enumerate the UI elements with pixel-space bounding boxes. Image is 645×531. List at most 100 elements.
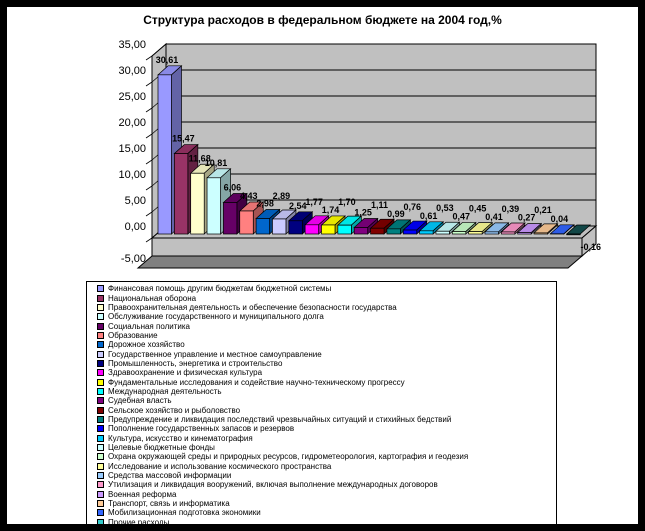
bar-series-19: 0,47 <box>451 212 477 235</box>
bar-top-face <box>467 222 494 233</box>
legend-swatch-icon <box>97 294 104 302</box>
legend-swatch-icon <box>97 303 104 311</box>
legend-label: Целевые бюджетные фонды <box>108 443 215 453</box>
legend-item: Финансовая помощь другим бюджетам бюджет… <box>97 284 554 293</box>
bar-side-face <box>498 222 509 235</box>
bar-side-face <box>530 222 542 235</box>
legend-swatch-icon <box>97 331 104 339</box>
bar-value-label: 1,74 <box>322 205 340 215</box>
legend-item: Дорожное хозяйство <box>97 340 554 349</box>
axis-tick <box>145 185 153 191</box>
legend-swatch-icon <box>97 509 104 517</box>
legend-item: Предупреждение и ликвидация последствий … <box>97 415 554 424</box>
legend-label: Транспорт, связь и информатика <box>108 499 230 509</box>
bar-side-face <box>563 224 575 235</box>
legend-label: Обслуживание государственного и муниципа… <box>108 312 324 322</box>
legend-label: Фундаментальные исследования и содействи… <box>108 377 405 387</box>
legend-label: Утилизация и ликвидация вооружений, вклю… <box>108 480 438 490</box>
legend-swatch-icon <box>97 444 104 452</box>
bar-value-label: 0,53 <box>436 203 454 213</box>
legend-label: Сельское хозяйство и рыболовство <box>108 405 241 415</box>
bar-series-18: 0,53 <box>435 203 461 235</box>
bar <box>386 228 401 235</box>
bar-value-label: 11,68 <box>189 153 211 163</box>
bar-top-face <box>500 222 526 233</box>
bar-side-face <box>481 221 493 235</box>
bar-value-label: 0,39 <box>502 204 520 214</box>
plot-front-skirt <box>151 237 583 257</box>
bar-top-face <box>451 222 477 232</box>
bar-side-face <box>334 215 346 235</box>
bar <box>304 224 319 235</box>
bar-series-14: 1,11 <box>369 200 395 235</box>
bar-top-face <box>549 224 575 235</box>
axis-tick <box>145 159 153 165</box>
legend-item: Промышленность, энергетика и строительст… <box>97 359 554 368</box>
bar <box>223 202 238 235</box>
legend-label: Мобилизационная подготовка экономики <box>108 508 261 518</box>
bar-value-label: -0,16 <box>580 242 601 252</box>
wall-gridline <box>151 95 167 109</box>
bar-side-face <box>432 221 444 235</box>
bar-side-face <box>171 65 182 235</box>
bar-side-face <box>269 208 280 235</box>
bar-top-face <box>402 220 428 231</box>
legend-swatch-icon <box>97 322 104 330</box>
bar-top-face <box>206 168 232 179</box>
bar-side-face <box>367 217 379 235</box>
bar-value-label: 0,45 <box>469 204 487 214</box>
legend-label: Пополнение государственных запасов и рез… <box>108 424 295 434</box>
bar-value-label: 0,21 <box>534 205 552 215</box>
bar-top-face <box>157 65 183 76</box>
bar <box>206 177 221 235</box>
legend-label: Культура, искусство и кинематография <box>108 433 253 443</box>
bar-value-label: 4,43 <box>240 191 258 201</box>
plot-right-bevel <box>581 224 597 258</box>
bar <box>517 232 532 235</box>
y-axis-tick-label: 10,00 <box>118 169 146 181</box>
bar-top-face <box>369 218 395 229</box>
legend-swatch-icon <box>97 406 104 414</box>
legend-swatch-icon <box>97 350 104 358</box>
legend-swatch-icon <box>97 285 104 293</box>
legend-label: Государственное управление и местное сам… <box>108 349 322 359</box>
y-axis-tick-label: 5,00 <box>125 195 146 207</box>
bar-top-face <box>320 215 346 226</box>
bar-side-face <box>514 222 526 235</box>
bar-top-face <box>222 193 248 203</box>
legend-item: Социальная политика <box>97 321 554 331</box>
bar-value-label: 0,47 <box>453 212 471 222</box>
bar <box>468 231 483 235</box>
bar-value-label: 1,25 <box>354 208 372 218</box>
legend-swatch-icon <box>97 462 104 470</box>
bar-side-face <box>351 215 362 235</box>
bar-top-face <box>484 222 510 233</box>
axis-tick <box>145 107 153 113</box>
bar-top-face <box>255 209 281 219</box>
legend-label: Здравоохранение и физическая культура <box>108 368 263 378</box>
bar-top-face <box>304 215 330 226</box>
bar <box>239 210 254 235</box>
bar-value-label: 15,47 <box>172 134 195 144</box>
legend-swatch-icon <box>97 387 104 395</box>
legend-item: Здравоохранение и физическая культура <box>97 368 554 377</box>
legend-item: Охрана окружающей среды и природных ресу… <box>97 452 554 461</box>
wall-gridline <box>151 199 167 213</box>
bar-top-face <box>271 209 297 220</box>
legend-swatch-icon <box>97 481 104 489</box>
legend-swatch-icon <box>97 425 104 433</box>
bar-series-15: 0,99 <box>385 209 412 235</box>
bar-side-face <box>220 168 231 235</box>
bar-series-17: 0,61 <box>418 211 445 235</box>
bar-series-24: 0,21 <box>533 205 559 235</box>
bar-top-face <box>516 223 543 233</box>
plot-side-wall <box>151 42 167 240</box>
wall-gridline <box>151 69 167 83</box>
bar-side-face <box>285 209 297 235</box>
bar-value-label: 2,54 <box>289 201 307 211</box>
bar-value-label: 1,77 <box>305 197 323 207</box>
legend-swatch-icon <box>97 341 104 349</box>
legend-item: Целевые бюджетные фонды <box>97 443 554 452</box>
bar-side-face <box>547 223 558 235</box>
